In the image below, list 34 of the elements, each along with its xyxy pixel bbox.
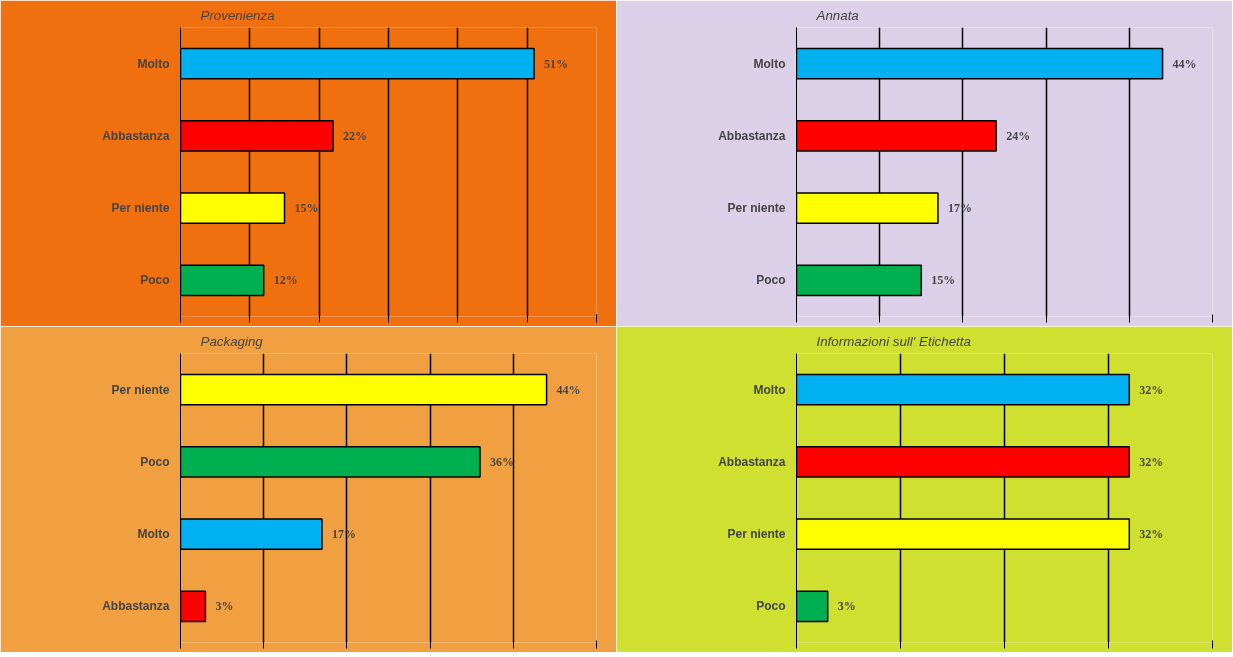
- data-label: 15%: [931, 273, 956, 288]
- y-tick-label: Per niente: [111, 382, 170, 397]
- data-label: 32%: [1139, 454, 1164, 469]
- data-label: 24%: [1006, 128, 1031, 143]
- y-tick-label: Per niente: [111, 201, 170, 216]
- y-tick-label: Molto: [753, 56, 786, 71]
- y-tick-label: Molto: [137, 527, 170, 542]
- data-label: 44%: [556, 382, 581, 397]
- data-label: 22%: [343, 128, 368, 143]
- y-tick-label: Poco: [756, 599, 786, 614]
- y-tick-label: Poco: [756, 273, 786, 288]
- data-label: 3%: [215, 599, 234, 614]
- chart-title: Annata: [815, 7, 859, 23]
- y-tick-label: Poco: [140, 273, 170, 288]
- y-tick-label: Abbastanza: [102, 128, 170, 143]
- y-tick-label: Abbastanza: [718, 454, 786, 469]
- data-label: 12%: [273, 273, 298, 288]
- y-tick-label: Molto: [137, 56, 170, 71]
- data-label: 32%: [1139, 382, 1164, 397]
- y-tick-label: Per niente: [727, 527, 786, 542]
- data-label: 15%: [294, 201, 319, 216]
- data-label: 51%: [544, 56, 569, 71]
- data-label: 36%: [490, 454, 515, 469]
- data-label: 44%: [1172, 56, 1197, 71]
- chart-title: Packaging: [200, 333, 264, 349]
- y-tick-label: Abbastanza: [102, 599, 170, 614]
- y-tick-label: Abbastanza: [718, 128, 786, 143]
- y-tick-label: Per niente: [727, 201, 786, 216]
- data-label: 3%: [837, 599, 856, 614]
- data-label: 32%: [1139, 527, 1164, 542]
- chart-title: Provenienza: [200, 7, 275, 23]
- y-tick-label: Poco: [140, 454, 170, 469]
- y-tick-label: Molto: [753, 382, 786, 397]
- chart-title: Informazioni sull' Etichetta: [816, 333, 971, 349]
